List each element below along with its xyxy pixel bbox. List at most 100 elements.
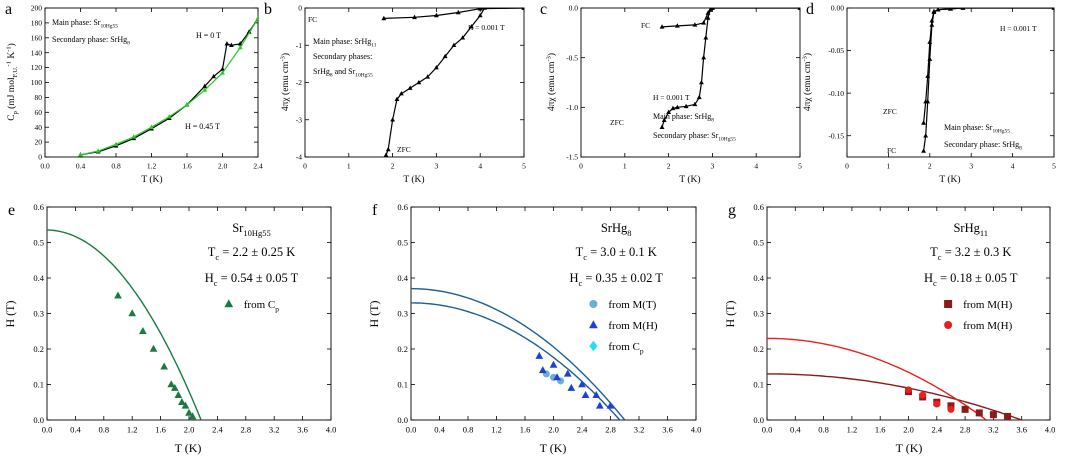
x-tick-label: 0.4 bbox=[76, 162, 86, 171]
data-point bbox=[989, 411, 997, 419]
data-point bbox=[1051, 8, 1054, 10]
data-point bbox=[705, 15, 711, 20]
data-point bbox=[797, 8, 800, 10]
y-axis-label: Cp (mJ molF.U.-1 K-1) bbox=[5, 43, 18, 121]
data-point bbox=[383, 152, 389, 157]
legend-label: from M(T) bbox=[608, 299, 656, 311]
data-point bbox=[469, 23, 474, 29]
annotation: Secondary phase: SrHg8 bbox=[52, 35, 130, 46]
data-point bbox=[670, 105, 676, 111]
plot-area bbox=[47, 229, 202, 420]
y-tick-label: 120 bbox=[31, 63, 43, 72]
data-point bbox=[460, 35, 466, 40]
y-tick-label: -2 bbox=[296, 78, 302, 87]
legend-label: from M(H) bbox=[963, 299, 1013, 311]
panel-letter: c bbox=[540, 1, 547, 18]
data-point bbox=[385, 146, 391, 152]
legend-label: from M(H) bbox=[963, 320, 1013, 332]
y-tick-label: 0.1 bbox=[33, 379, 44, 389]
data-point bbox=[947, 405, 955, 413]
fit-curve bbox=[767, 373, 1022, 420]
x-tick-label: 3.6 bbox=[1016, 425, 1027, 435]
legend-marker bbox=[944, 321, 953, 329]
y-tick-label: 0.0 bbox=[33, 415, 44, 425]
data-point bbox=[933, 400, 941, 408]
y-tick-label: 60 bbox=[35, 108, 43, 117]
panel-a: 0.0 0.4 0.8 1.2 1.6 2.0 2.4 0 20 40 60 80 100 120 140 1… bbox=[5, 1, 263, 185]
x-axis-label: T (K) bbox=[896, 441, 923, 455]
y-tick-label: -0.15 bbox=[828, 131, 844, 140]
data-point bbox=[394, 96, 400, 102]
axes-frame bbox=[580, 7, 801, 158]
data-point bbox=[923, 99, 929, 104]
data-point bbox=[553, 373, 561, 381]
y-tick-label: 0.6 bbox=[753, 202, 764, 212]
x-tick-label: 0.4 bbox=[70, 425, 81, 435]
x-tick-label: 1.2 bbox=[847, 425, 858, 435]
data-point bbox=[709, 8, 715, 10]
x-axis-label: T (K) bbox=[403, 174, 424, 185]
annotation: SrHg8 and Sr10Hg55 bbox=[313, 67, 373, 78]
y-tick-label: 0.0 bbox=[397, 415, 408, 425]
data-point bbox=[661, 117, 667, 123]
annotation: FC bbox=[641, 21, 650, 30]
data-point bbox=[948, 8, 953, 11]
series-line bbox=[383, 8, 524, 19]
data-point bbox=[455, 9, 461, 15]
data-point bbox=[521, 8, 524, 10]
panel-e: 0.0 0.4 0.8 1.2 1.6 2.0 2.4 2.8 3.2 3.6 4.0 0.0 0.1 0… bbox=[3, 202, 336, 455]
y-tick-label: 0.00 bbox=[831, 4, 844, 13]
data-point bbox=[174, 390, 183, 398]
x-axis-label: T (K) bbox=[540, 441, 567, 455]
data-point bbox=[128, 309, 137, 317]
data-point bbox=[170, 383, 179, 391]
y-tick-label: 180 bbox=[31, 19, 43, 28]
panel-c: 0 1 2 3 4 5 0.0 -0.5 -1.0 -1.5 c T (K) 4πχ (emu cm-3… bbox=[540, 1, 802, 185]
series-line bbox=[385, 8, 524, 156]
legend-marker bbox=[589, 320, 598, 329]
data-point bbox=[95, 148, 101, 153]
x-tick-label: 0.8 bbox=[98, 425, 109, 435]
annotation: ZFC bbox=[610, 118, 624, 127]
y-tick-label: -1.5 bbox=[566, 153, 578, 162]
data-point bbox=[398, 91, 404, 96]
x-tick-label: 1.6 bbox=[155, 425, 166, 435]
x-tick-label: 1 bbox=[887, 162, 891, 171]
x-tick-label: 1.2 bbox=[127, 425, 138, 435]
annotation: Secondary phases: bbox=[313, 52, 372, 61]
data-point bbox=[149, 344, 158, 352]
legend-label: from M(H) bbox=[608, 320, 658, 332]
data-point bbox=[433, 12, 439, 18]
y-tick-label: -3 bbox=[296, 115, 302, 124]
panel-letter: e bbox=[8, 202, 15, 219]
annotation: H = 0.001 T bbox=[1000, 24, 1037, 33]
x-tick-label: 4 bbox=[1011, 162, 1015, 171]
x-tick-label: 2.4 bbox=[253, 162, 263, 171]
axes-frame bbox=[46, 206, 332, 421]
x-tick-label: 0 bbox=[303, 162, 307, 171]
y-tick-label: -4 bbox=[296, 153, 302, 162]
x-tick-label: 3.6 bbox=[662, 425, 673, 435]
y-tick-label: 0.2 bbox=[397, 344, 408, 354]
data-point bbox=[925, 73, 931, 78]
y-tick-label: 0.5 bbox=[397, 237, 408, 247]
data-point bbox=[211, 73, 217, 79]
fit-curve bbox=[767, 337, 987, 420]
data-point bbox=[581, 390, 590, 398]
panel-f: 0.0 0.4 0.8 1.2 1.6 2.0 2.4 2.8 3.2 3.6 4.0 0.0 0.1 0… bbox=[367, 202, 701, 455]
x-tick-label: 0.4 bbox=[790, 425, 801, 435]
y-tick-label: 0.4 bbox=[753, 273, 764, 283]
data-point bbox=[202, 87, 208, 92]
x-tick-label: 1.2 bbox=[147, 162, 157, 171]
y-tick-label: -0.5 bbox=[566, 53, 578, 62]
data-point bbox=[699, 79, 704, 85]
x-tick-label: 2.4 bbox=[212, 425, 223, 435]
data-point bbox=[160, 362, 168, 370]
data-point bbox=[659, 24, 665, 29]
data-point bbox=[674, 104, 680, 110]
data-point bbox=[114, 291, 122, 299]
x-tick-label: 2.0 bbox=[184, 425, 195, 435]
data-point bbox=[592, 390, 601, 398]
y-tick-label: 0.4 bbox=[33, 273, 44, 283]
x-tick-label: 2.8 bbox=[960, 425, 971, 435]
